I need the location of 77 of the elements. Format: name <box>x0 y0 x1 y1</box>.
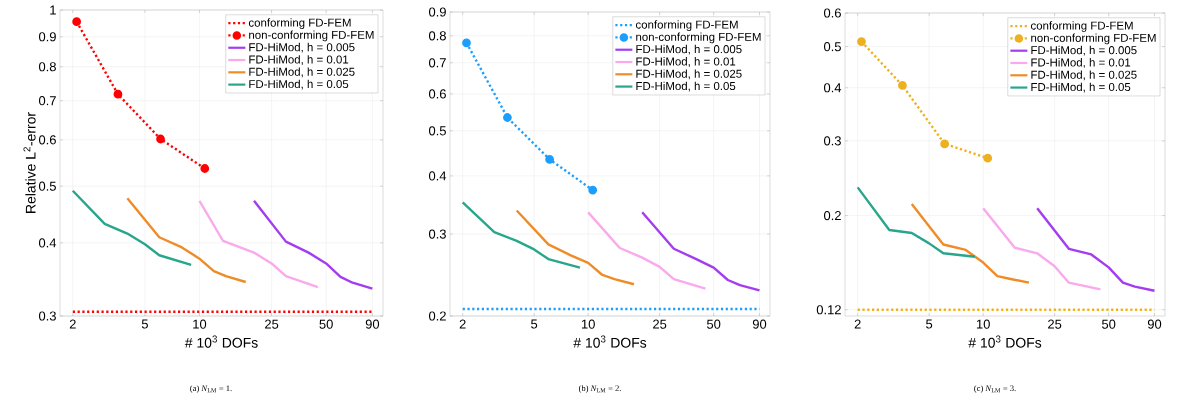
point <box>503 113 512 122</box>
y-tick-label: 0.5 <box>428 126 446 136</box>
y-tick-label: 0.7 <box>428 58 446 68</box>
point <box>940 139 950 149</box>
point <box>983 153 993 163</box>
legend-label: FD-HiMod, h = 0.005 <box>249 42 355 53</box>
text: (a) N$_{LM}$ = 1. <box>190 385 232 393</box>
x-axis-title: # 10$^{3}$ DOFs <box>184 335 258 348</box>
x-tick-label: 25 <box>1048 319 1062 329</box>
x-tick-label: 10 <box>581 319 595 329</box>
y-axis-title: Relative L$^{2}$-error <box>23 112 36 213</box>
point <box>462 38 471 48</box>
legend-label: conforming FD-FEM <box>635 20 738 31</box>
x-tick-label: 25 <box>265 319 279 329</box>
y-tick-label: 0.9 <box>428 7 446 17</box>
x-tick-label: 2 <box>854 319 861 329</box>
x-axis-title: # 10$^{3}$ DOFs <box>968 335 1042 348</box>
legend-label: FD-HiMod, h = 0.025 <box>1031 70 1137 81</box>
legend-label: FD-HiMod, h = 0.005 <box>636 44 742 55</box>
legend-label: non-conforming FD-FEM <box>249 30 374 42</box>
x-tick-label: 90 <box>365 319 380 329</box>
legend-label: non-conforming FD-FEM <box>636 32 761 44</box>
y-tick-label: 0.2 <box>823 210 841 221</box>
x-tick-label: 5 <box>141 319 148 329</box>
point <box>156 134 165 144</box>
y-tick-label: 0.6 <box>38 135 56 145</box>
y-tick-label: 0.6 <box>428 89 446 99</box>
text: (c) N$_{LM}$ = 3. <box>974 385 1016 393</box>
y-tick-label: 0.5 <box>38 181 56 191</box>
x-tick-label: 10 <box>976 319 990 329</box>
legend-label: FD-HiMod, h = 0.01 <box>1031 58 1131 68</box>
x-tick-label: 90 <box>752 319 767 329</box>
y-tick-label: 0.8 <box>38 62 56 72</box>
y-tick-label: 0.4 <box>428 171 447 181</box>
x-tick-label: 25 <box>653 319 667 329</box>
point <box>588 185 598 195</box>
x-tick-label: 10 <box>193 319 207 329</box>
x-tick-label: 50 <box>706 319 721 329</box>
x-tick-label: 90 <box>1147 319 1162 329</box>
x-tick-label: 50 <box>1101 319 1116 329</box>
y-tick-label: 0.7 <box>38 96 56 106</box>
y-tick-label: 0.4 <box>38 238 57 248</box>
legend-label: FD-HiMod, h = 0.01 <box>636 57 736 67</box>
legend-label: FD-HiMod, h = 0.05 <box>1031 82 1131 93</box>
x-tick-label: 5 <box>926 319 933 329</box>
text: (b) N$_{LM}$ = 2. <box>578 385 621 393</box>
legend-label: FD-HiMod, h = 0.01 <box>249 55 349 65</box>
legend-label: FD-HiMod, h = 0.025 <box>636 69 742 80</box>
y-tick-label: 0.6 <box>823 8 841 18</box>
point <box>545 155 555 164</box>
point <box>72 17 82 27</box>
x-tick-label: 5 <box>531 319 538 329</box>
point <box>857 37 866 46</box>
legend-label: conforming FD-FEM <box>1030 21 1133 32</box>
point <box>113 89 123 99</box>
y-tick-label: 0.8 <box>428 31 446 41</box>
x-tick-label: 2 <box>459 319 466 329</box>
y-tick-label: 0.3 <box>428 229 446 239</box>
point <box>200 164 210 173</box>
legend-label: conforming FD-FEM <box>248 18 351 29</box>
legend-label: FD-HiMod, h = 0.005 <box>1031 45 1137 56</box>
y-tick-label: 0.5 <box>823 42 841 52</box>
x-tick-label: 2 <box>69 319 76 329</box>
y-tick-label: 0.12 <box>816 305 841 315</box>
x-axis-title: # 10$^{3}$ DOFs <box>573 335 647 348</box>
x-tick-label: 50 <box>319 319 333 329</box>
legend-label: non-conforming FD-FEM <box>1031 33 1156 45</box>
y-tick-label: 0.4 <box>823 83 842 93</box>
y-tick-label: 0.9 <box>38 32 56 42</box>
legend-label: FD-HiMod, h = 0.05 <box>636 81 736 92</box>
y-tick-label: 0.2 <box>428 311 446 321</box>
y-tick-label: 0.3 <box>823 136 841 146</box>
legend-label: FD-HiMod, h = 0.025 <box>249 67 355 78</box>
y-tick-label: 0.3 <box>38 311 56 321</box>
legend-label: FD-HiMod, h = 0.05 <box>249 79 349 90</box>
point <box>898 81 907 90</box>
y-tick-label: 1 <box>50 5 56 15</box>
